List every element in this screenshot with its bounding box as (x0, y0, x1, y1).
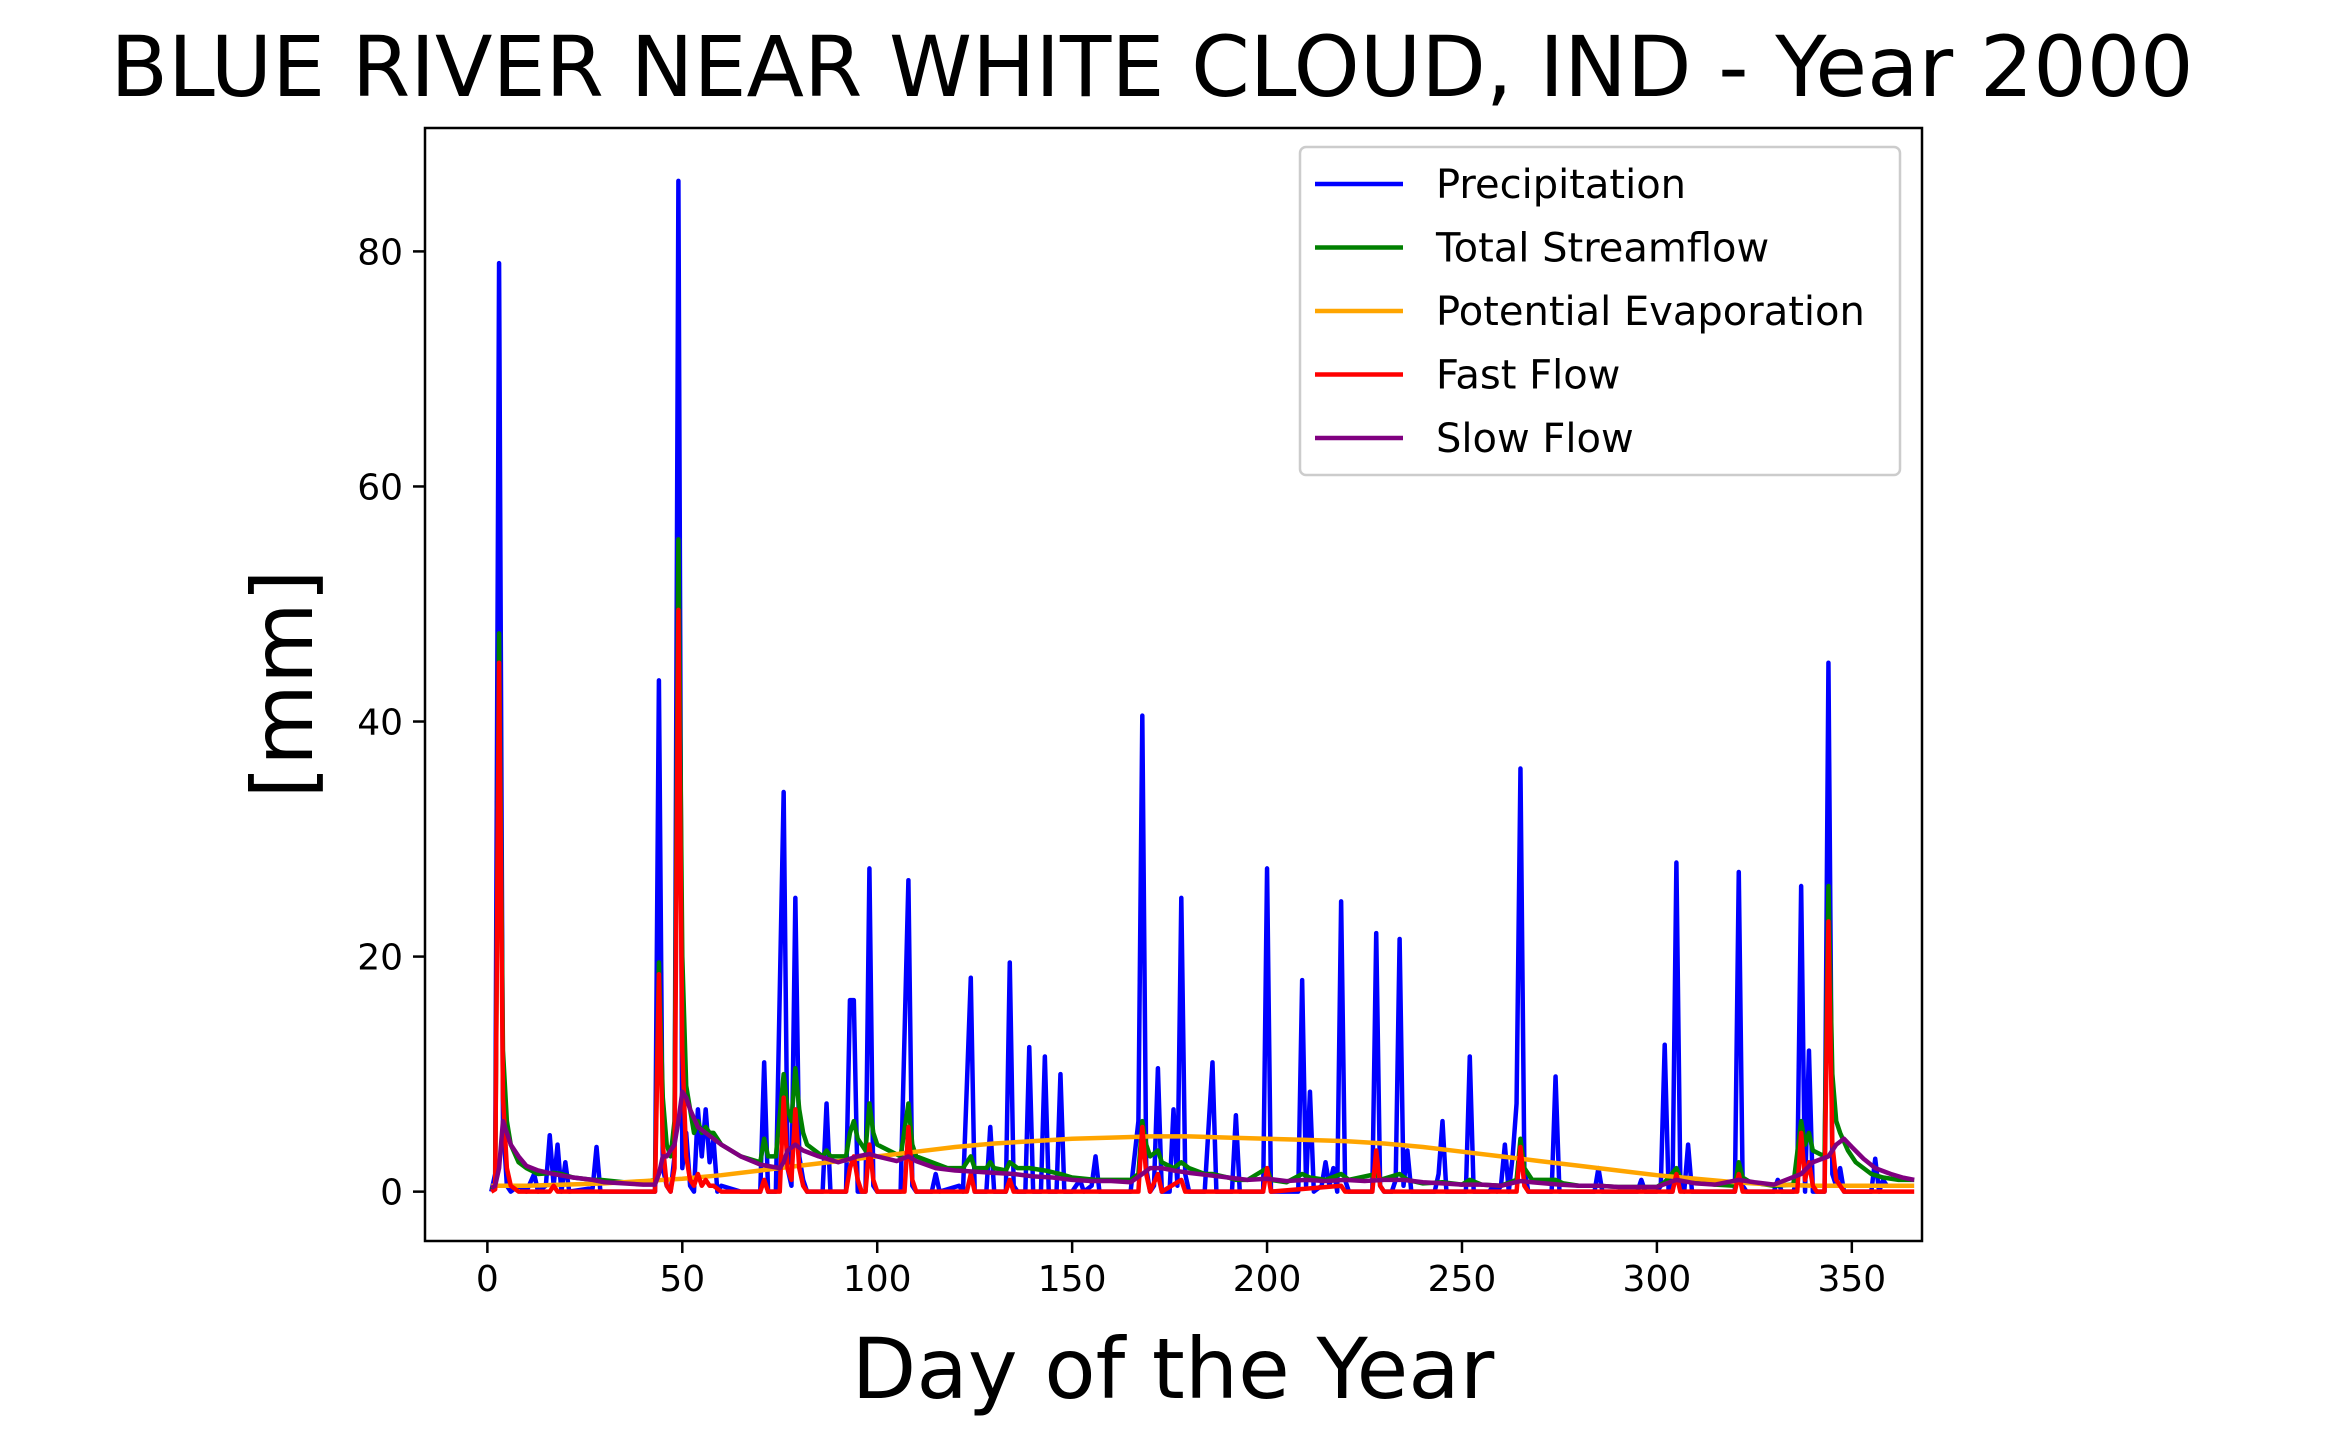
legend-label-4: Slow Flow (1436, 416, 1634, 462)
x-tick-label-2: 100 (843, 1259, 912, 1300)
x-axis-label: Day of the Year (852, 1320, 1495, 1418)
series-line-2 (491, 1134, 1915, 1189)
x-tick-label-4: 200 (1233, 1259, 1302, 1300)
x-tick-label-5: 250 (1428, 1259, 1497, 1300)
x-tick-label-7: 350 (1817, 1259, 1886, 1300)
series-line-0 (489, 178, 1891, 1194)
x-tick-label-1: 50 (659, 1259, 705, 1300)
plot-area (423, 126, 1924, 1243)
x-tick-label-0: 0 (476, 1259, 499, 1300)
series-layer (489, 178, 1915, 1194)
y-tick-label-2: 40 (357, 703, 403, 744)
legend: Precipitation Total Streamflow Potential E… (1298, 145, 1902, 477)
y-tick-label-0: 0 (380, 1173, 403, 1214)
chart-title: BLUE RIVER NEAR WHITE CLOUD, IND - Year … (110, 18, 2193, 116)
series-line-3 (490, 607, 1915, 1194)
legend-label-2: Potential Evaporation (1436, 289, 1865, 335)
y-tick-label-3: 60 (357, 467, 403, 508)
legend-box (1298, 145, 1902, 477)
plot-frame (423, 126, 1924, 1243)
y-tick-label-4: 80 (357, 232, 403, 273)
x-tick-label-6: 300 (1623, 1259, 1692, 1300)
y-axis: 0 20 40 60 80 (357, 232, 425, 1214)
legend-label-0: Precipitation (1436, 162, 1686, 208)
y-tick-label-1: 20 (357, 938, 403, 979)
y-axis-label: [mm] (234, 569, 332, 798)
legend-label-3: Fast Flow (1436, 353, 1620, 399)
x-axis: 0 50 100 150 200 250 300 350 (476, 1241, 1886, 1300)
x-tick-label-3: 150 (1038, 1259, 1107, 1300)
series-line-4 (490, 1089, 1915, 1191)
legend-label-1: Total Streamflow (1435, 226, 1769, 272)
